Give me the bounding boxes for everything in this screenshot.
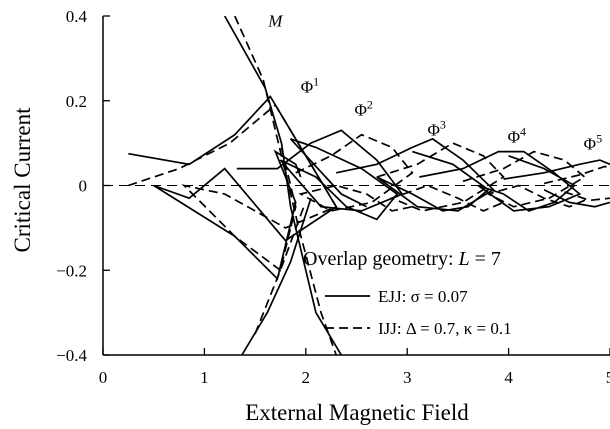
series-curve-4: [128, 95, 338, 281]
series-curve-15: [564, 191, 610, 202]
series-curve-11: [462, 150, 591, 208]
series-curve-0: [223, 16, 343, 355]
series-curve-12: [503, 159, 610, 180]
series-curve-3: [254, 206, 305, 335]
y-tick-label: −0.2: [56, 261, 87, 280]
annotation-label-3: Φ3: [427, 117, 445, 139]
legend-label-ejj: EJJ: σ = 0.07: [378, 287, 468, 306]
series-curve-10: [419, 150, 582, 212]
legend-title: Overlap geometry: L = 7: [303, 248, 501, 270]
series-curve-7: [295, 133, 414, 212]
series-curve-13: [543, 188, 610, 208]
tick-labels: 0 1 2 3 4 5 0.4 0.2 0 −0.2 −0.4: [56, 7, 610, 387]
curves: [128, 16, 610, 355]
x-tick-label: 2: [302, 368, 311, 387]
series-curve-5: [128, 103, 338, 272]
annotations: M Φ1 Φ2 Φ3 Φ4 Φ5: [267, 12, 602, 154]
series-curve-8: [336, 137, 495, 212]
axes: [102, 15, 610, 356]
annotation-label-5: Φ5: [584, 131, 602, 153]
legend-title-main: Overlap geometry:: [303, 248, 459, 270]
y-tick-label: 0.2: [66, 92, 87, 111]
y-tick-label: 0.4: [66, 7, 88, 26]
x-axis-title: External Magnetic Field: [245, 400, 469, 425]
annotation-label-2: Φ2: [354, 98, 372, 120]
annotation-label-1: Φ1: [301, 74, 319, 96]
x-tick-label: 5: [606, 368, 610, 387]
y-tick-label: −0.4: [56, 346, 87, 365]
series-curve-9: [376, 142, 505, 212]
series-curve-6: [236, 129, 404, 221]
legend-title-value: = 7: [470, 248, 501, 270]
y-axis-title: Critical Current: [10, 107, 35, 253]
x-tick-label: 4: [504, 368, 513, 387]
legend-title-var: L: [458, 248, 470, 270]
annotation-label-0: M: [267, 12, 283, 31]
annotation-label-4: Φ4: [508, 124, 526, 146]
series-curve-14: [543, 165, 610, 185]
series-curve-1: [234, 16, 338, 355]
x-tick-label: 0: [99, 368, 108, 387]
y-tick-label: 0: [79, 177, 88, 196]
legend-label-ijj: IJJ: Δ = 0.7, κ = 0.1: [378, 319, 512, 338]
x-tick-label: 3: [403, 368, 412, 387]
legend: Overlap geometry: L = 7 EJJ: σ = 0.07 IJ…: [303, 248, 512, 338]
x-tick-label: 1: [200, 368, 209, 387]
